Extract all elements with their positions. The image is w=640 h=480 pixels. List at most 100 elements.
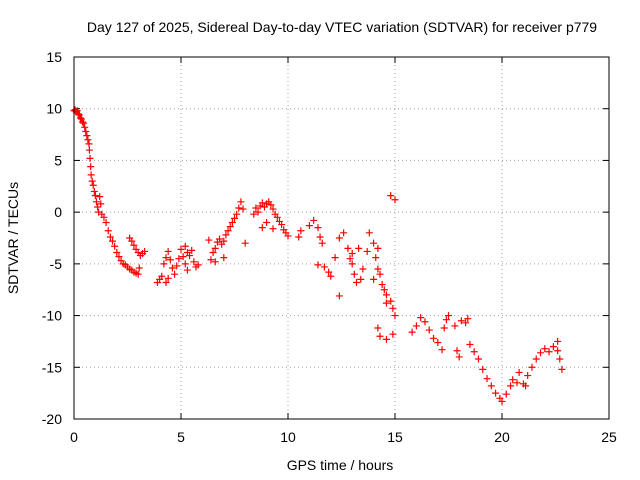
data-point [177, 245, 185, 253]
data-point [87, 171, 95, 179]
data-point [252, 204, 260, 212]
y-tick-label: 5 [54, 152, 62, 168]
data-point [417, 314, 425, 322]
data-point [374, 324, 382, 332]
data-point [80, 119, 88, 127]
data-point [502, 390, 510, 398]
data-point [352, 278, 360, 286]
data-point [453, 347, 461, 355]
data-point [205, 236, 213, 244]
data-point [224, 227, 232, 235]
data-point [73, 107, 81, 115]
data-point [284, 232, 292, 240]
data-point [438, 346, 446, 354]
data-point [220, 254, 228, 262]
data-point [269, 205, 277, 213]
data-point [109, 237, 117, 245]
data-point [507, 382, 515, 390]
x-tick-label: 25 [601, 429, 617, 445]
data-point [479, 365, 487, 373]
data-point [194, 261, 202, 269]
data-point [513, 379, 521, 387]
y-tick-label: 15 [46, 49, 62, 65]
data-point [222, 231, 230, 239]
data-point [320, 263, 328, 271]
x-tick-label: 20 [494, 429, 510, 445]
data-point [181, 260, 189, 268]
data-point [297, 227, 305, 235]
data-point [389, 330, 397, 338]
data-point [96, 193, 104, 201]
data-point [348, 250, 356, 258]
data-point [211, 258, 219, 266]
data-point [231, 214, 238, 222]
data-point [380, 286, 388, 294]
data-point [76, 114, 84, 122]
data-point [372, 254, 380, 262]
data-point [355, 244, 363, 252]
data-point [556, 355, 564, 363]
data-point [158, 272, 166, 280]
data-point [335, 234, 343, 242]
data-point [179, 253, 187, 261]
data-point [346, 255, 354, 263]
data-point [295, 233, 303, 241]
x-tick-label: 15 [387, 429, 403, 445]
data-point [370, 239, 378, 247]
data-point [335, 292, 343, 300]
data-point [81, 123, 89, 131]
data-point [85, 146, 93, 154]
data-point [382, 335, 390, 343]
data-point [374, 265, 382, 273]
plot-frame [73, 56, 610, 420]
data-point [374, 244, 382, 252]
data-point [442, 316, 450, 324]
data-point [408, 328, 416, 336]
data-point [89, 181, 97, 189]
data-point [310, 216, 318, 224]
data-point [75, 111, 83, 119]
data-point [87, 163, 95, 171]
y-tick-label: -20 [42, 411, 62, 427]
data-point [524, 372, 532, 380]
data-point [376, 332, 384, 340]
data-point [509, 376, 517, 384]
data-point [316, 233, 324, 241]
data-point [391, 196, 399, 204]
data-point [209, 248, 217, 256]
data-point [541, 345, 549, 353]
data-point [344, 244, 352, 252]
data-point [254, 208, 262, 216]
data-point [211, 244, 219, 252]
y-tick-label: -5 [50, 256, 63, 272]
data-point [241, 239, 249, 247]
data-point [305, 222, 313, 230]
data-point [382, 299, 390, 307]
data-point [130, 241, 138, 249]
data-point [382, 291, 390, 299]
data-point [464, 315, 472, 323]
data-point [273, 213, 281, 221]
data-point [515, 368, 523, 376]
data-point [220, 237, 228, 245]
data-point [545, 348, 553, 356]
chart-title: Day 127 of 2025, Sidereal Day-to-day VTE… [87, 19, 597, 35]
data-point [233, 210, 241, 218]
data-point [90, 187, 98, 195]
data-point [168, 264, 176, 272]
data-point [466, 341, 474, 349]
data-point [350, 270, 358, 278]
data-point [359, 265, 367, 273]
data-point [97, 200, 105, 208]
data-point [92, 198, 100, 206]
data-point [74, 110, 82, 118]
data-point [462, 319, 470, 327]
data-point [365, 229, 373, 237]
data-point [451, 322, 459, 330]
data-point [445, 312, 452, 320]
data-point [228, 218, 236, 226]
data-point [79, 118, 87, 126]
data-point [128, 237, 136, 245]
data-point [113, 248, 121, 256]
